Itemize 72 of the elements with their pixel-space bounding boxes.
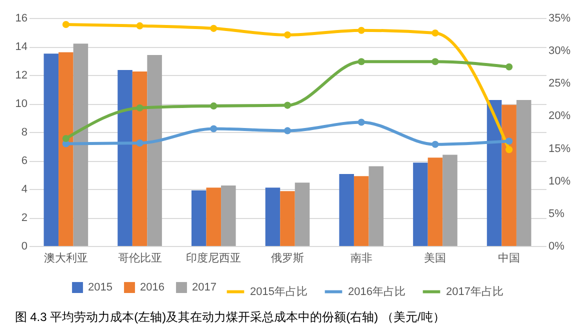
point: [136, 22, 144, 30]
x-tick-label: 中国: [498, 252, 520, 264]
bar: [486, 100, 502, 246]
bar: [516, 100, 532, 246]
y-tick-label: 2: [21, 212, 28, 224]
point: [358, 26, 365, 34]
bar: [58, 52, 74, 246]
point: [432, 29, 439, 37]
point: [210, 24, 218, 32]
legend-label: 2016: [140, 282, 164, 294]
point: [284, 102, 292, 109]
point: [432, 58, 439, 66]
point: [210, 125, 218, 132]
bar: [442, 154, 458, 246]
bar: [265, 188, 280, 246]
legend-label: 2017年占比: [446, 284, 504, 298]
x-tick-label: 澳大利亚: [44, 252, 88, 264]
legend-label: 2017: [192, 282, 216, 294]
point: [506, 146, 513, 154]
y-tick-label: 12: [15, 70, 28, 82]
bar: [368, 166, 384, 246]
point: [358, 58, 365, 66]
y2-tick-label: 30%: [548, 45, 571, 58]
bar: [354, 176, 369, 246]
point: [62, 134, 70, 142]
y2-tick-label: 20%: [548, 110, 571, 122]
y-tick-label: 8: [21, 126, 28, 138]
x-tick-label: 哥伦比亚: [118, 252, 162, 264]
point: [432, 140, 439, 148]
y2-tick-label: 25%: [548, 78, 571, 90]
legend-label: 2015年占比: [250, 284, 308, 298]
bar: [221, 185, 236, 246]
text: 图 4.3 平均劳动力成本(左轴)及其在动力煤开采总成本中的份额(右轴) （美元/吨）: [14, 310, 445, 324]
bar: [147, 55, 162, 246]
point: [284, 127, 292, 134]
bar: [502, 104, 516, 246]
y-tick-label: 0: [21, 240, 28, 252]
bar: [413, 162, 428, 246]
point: [506, 138, 513, 145]
bar: [280, 191, 295, 246]
legend-label: 2016年占比: [348, 284, 406, 298]
x-tick-label: 美国: [424, 252, 446, 264]
bar: [206, 188, 222, 246]
bar: [44, 54, 59, 246]
bar: [118, 70, 132, 246]
y2-tick-label: 0%: [548, 240, 565, 252]
bar: [428, 158, 443, 246]
y2-tick-label: 15%: [548, 142, 571, 155]
y2-tick-label: 35%: [548, 12, 571, 24]
legend-label: 2015: [88, 282, 112, 294]
y-tick-label: 14: [15, 41, 28, 53]
x-tick-label: 俄罗斯: [271, 252, 304, 264]
point: [210, 102, 218, 110]
y-tick-label: 4: [21, 184, 28, 196]
point: [284, 31, 292, 38]
y-tick-label: 10: [15, 98, 28, 110]
point: [62, 20, 70, 28]
point: [506, 63, 513, 70]
bar: [132, 71, 148, 246]
y-tick-label: 16: [15, 12, 28, 24]
y-tick-label: 6: [21, 155, 28, 167]
y2-tick-label: 10%: [548, 175, 571, 188]
bar: [339, 174, 354, 246]
x-tick-label: 南非: [350, 252, 372, 264]
point: [358, 118, 365, 126]
y2-tick-label: 5%: [548, 208, 565, 220]
x-tick-label: 印度尼西亚: [186, 252, 242, 264]
bar: [191, 190, 206, 246]
bar: [73, 44, 88, 246]
point: [136, 140, 144, 147]
bar: [294, 182, 310, 246]
point: [136, 104, 144, 112]
